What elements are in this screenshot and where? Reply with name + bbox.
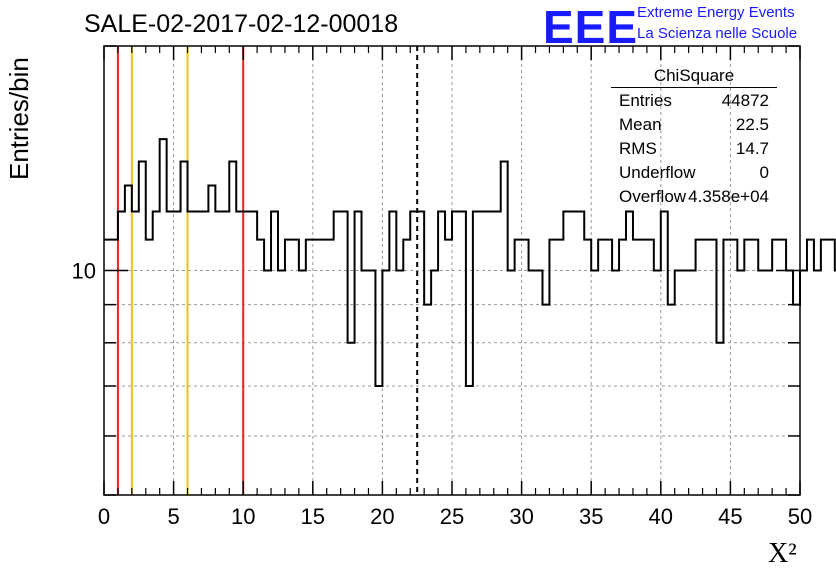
stats-value: 22.5 bbox=[735, 115, 769, 134]
stats-key: Mean bbox=[619, 115, 662, 134]
stats-value: 44872 bbox=[721, 91, 769, 110]
stats-row-entries: Entries 44872 bbox=[611, 89, 777, 113]
x-tick-label: 0 bbox=[98, 504, 110, 529]
stats-key: Entries bbox=[619, 91, 672, 110]
stats-key: Overflow bbox=[619, 187, 687, 206]
x-tick-label: 15 bbox=[301, 504, 325, 529]
x-tick-label: 35 bbox=[579, 504, 603, 529]
histogram-series bbox=[104, 138, 836, 388]
eee-logo-mark: EEE bbox=[543, 1, 639, 53]
x-tick-label: 20 bbox=[370, 504, 394, 529]
x-axis-label: X² bbox=[768, 538, 797, 569]
eee-logo-line1: Extreme Energy Events bbox=[637, 4, 795, 21]
x-tick-label: 30 bbox=[509, 504, 533, 529]
marker-lines bbox=[116, 46, 419, 495]
axis-ticks bbox=[103, 45, 801, 496]
x-tick-label: 10 bbox=[231, 504, 255, 529]
stats-value: 0 bbox=[759, 163, 769, 182]
y-tick-label: 10 bbox=[72, 259, 96, 284]
stats-header: ChiSquare bbox=[611, 66, 777, 88]
stats-value: 14.7 bbox=[735, 139, 769, 158]
y-axis-label: Entries/bin bbox=[4, 57, 34, 180]
x-tick-label: 45 bbox=[718, 504, 742, 529]
x-tick-label: 25 bbox=[440, 504, 464, 529]
chart-title: SALE-02-2017-02-12-00018 bbox=[84, 10, 399, 38]
stats-row-overflow: Overflow 4.358e+04 bbox=[611, 185, 777, 209]
stats-row-underflow: Underflow 0 bbox=[611, 161, 777, 185]
stats-key: Underflow bbox=[619, 163, 696, 182]
stats-box: ChiSquare Entries 44872 Mean 22.5 RMS 14.7 … bbox=[611, 66, 777, 209]
x-tick-label: 50 bbox=[788, 504, 812, 529]
x-tick-label: 40 bbox=[649, 504, 673, 529]
stats-key: RMS bbox=[619, 139, 657, 158]
stats-row-mean: Mean 22.5 bbox=[611, 113, 777, 137]
axis-tick-labels: 10 0 5 10 15 20 25 30 35 40 45 50 bbox=[72, 259, 813, 530]
x-tick-label: 5 bbox=[167, 504, 179, 529]
stats-value: 4.358e+04 bbox=[688, 187, 769, 206]
eee-logo-line2: La Scienza nelle Scuole bbox=[637, 25, 798, 42]
stats-row-rms: RMS 14.7 bbox=[611, 137, 777, 161]
